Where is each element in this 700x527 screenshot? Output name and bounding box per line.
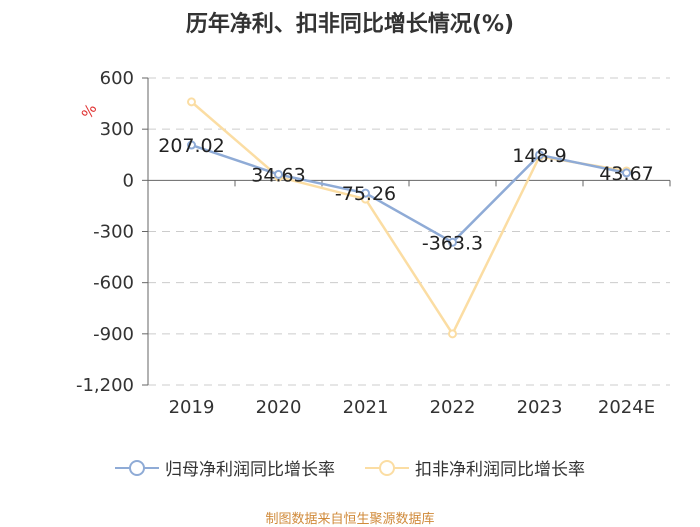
y-axis-label: % bbox=[78, 101, 101, 122]
legend-item-deducted-profit[interactable]: 扣非净利润同比增长率 bbox=[365, 455, 585, 480]
legend-marker-deducted-profit-icon bbox=[365, 459, 409, 476]
series-line-0 bbox=[191, 143, 627, 244]
y-tick-label: 0 bbox=[123, 170, 134, 191]
data-point-0[interactable] bbox=[535, 150, 544, 160]
y-tick-label: -900 bbox=[93, 324, 134, 345]
source-note: 制图数据来自恒生聚源数据库 bbox=[265, 512, 435, 527]
data-label: 34.63 bbox=[251, 164, 305, 186]
legend-label-deducted-profit: 扣非净利润同比增长率 bbox=[415, 460, 585, 480]
data-label: 207.02 bbox=[158, 135, 224, 157]
y-tick-label: -300 bbox=[93, 222, 134, 243]
legend: 归母净利润同比增长率 扣非净利润同比增长率 bbox=[0, 455, 700, 480]
data-point-1[interactable] bbox=[187, 97, 196, 107]
data-point-0[interactable] bbox=[187, 140, 196, 150]
x-tick-label: 2019 bbox=[169, 397, 215, 418]
x-tick-label: 2020 bbox=[256, 397, 302, 418]
data-label: -363.3 bbox=[422, 232, 483, 254]
data-point-0[interactable] bbox=[361, 188, 370, 198]
legend-label-net-profit: 归母净利润同比增长率 bbox=[165, 460, 335, 480]
data-label: -75.26 bbox=[335, 183, 396, 205]
x-tick-label: 2022 bbox=[430, 397, 476, 418]
series-lines bbox=[187, 97, 631, 339]
legend-marker-net-profit-icon bbox=[115, 459, 159, 476]
data-labels: 207.02 34.63 -75.26 -363.3 148.9 43.67 bbox=[158, 135, 653, 254]
x-tick-label: 2023 bbox=[517, 397, 563, 418]
data-label: 43.67 bbox=[599, 163, 653, 185]
x-tick-label: 2024E bbox=[598, 397, 655, 418]
x-tick-label: 2021 bbox=[343, 397, 389, 418]
y-tick-label: -600 bbox=[93, 273, 134, 294]
y-tick-label: 600 bbox=[100, 68, 134, 89]
data-point-0[interactable] bbox=[274, 169, 283, 179]
data-point-0[interactable] bbox=[622, 168, 631, 178]
chart-title: 历年净利、扣非同比增长情况(%) bbox=[185, 12, 515, 37]
data-point-0[interactable] bbox=[448, 237, 457, 247]
axes: 600 300 0 -300 -600 -900 -1,200 2019 2020 2021 202… bbox=[76, 68, 671, 418]
data-point-1[interactable] bbox=[448, 329, 457, 339]
y-tick-label: -1,200 bbox=[76, 375, 134, 396]
legend-item-net-profit[interactable]: 归母净利润同比增长率 bbox=[115, 455, 335, 480]
y-tick-label: 300 bbox=[100, 119, 134, 140]
data-label: 148.9 bbox=[512, 145, 566, 167]
grid-lines bbox=[148, 77, 670, 386]
